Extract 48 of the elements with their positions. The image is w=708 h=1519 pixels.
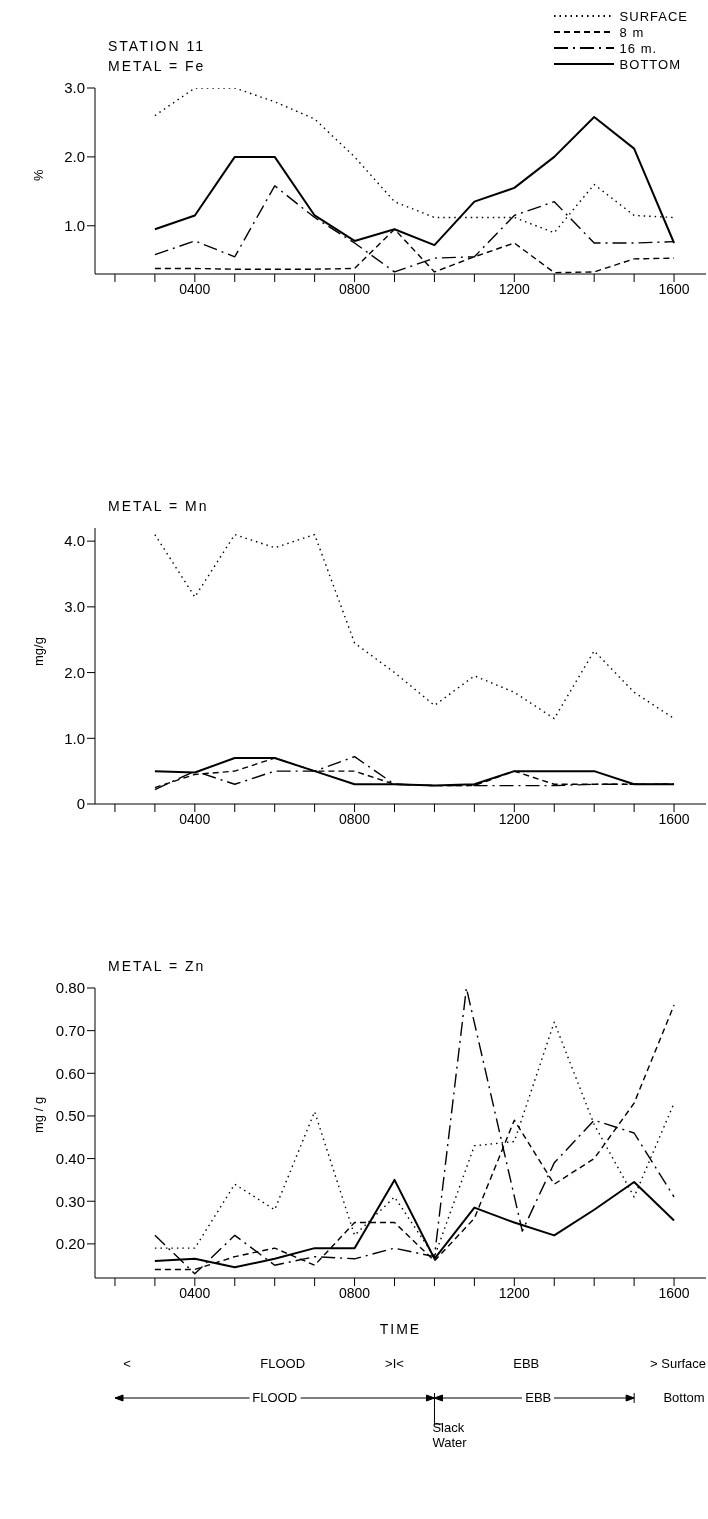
- x-tick-label: 0800: [339, 1284, 371, 1301]
- text: FLOOD: [249, 1390, 301, 1405]
- x-tick-label: 1200: [498, 280, 531, 297]
- y-tick-label: 1.0: [64, 729, 85, 747]
- x-tick-label: 1600: [658, 810, 690, 827]
- text: EBB: [522, 1390, 555, 1405]
- text: FLOOD: [259, 1356, 307, 1371]
- y-tick-label: 1.0: [64, 217, 85, 235]
- legend-label: 16 m.: [619, 40, 658, 56]
- y-axis-title: mg/g: [30, 637, 46, 666]
- y-axis-title: mg / g: [30, 1096, 46, 1133]
- x-tick-label: 1200: [498, 810, 531, 827]
- x-tick-label: 0800: [339, 280, 371, 297]
- text: <: [122, 1356, 132, 1371]
- y-tick-label: 4.0: [64, 532, 85, 550]
- legend-label: SURFACE: [619, 8, 688, 24]
- text: Slack Water: [431, 1420, 468, 1450]
- y-tick-label: 0.80: [55, 979, 85, 997]
- y-axis-title: %: [30, 169, 46, 181]
- legend-label: 8 m: [619, 24, 645, 40]
- text: > Surface: [649, 1356, 708, 1371]
- x-tick-label: 0400: [179, 810, 211, 827]
- chart-title: METAL = Zn: [108, 957, 206, 976]
- text: EBB: [512, 1356, 541, 1371]
- y-tick-label: 0: [76, 795, 85, 813]
- y-tick-label: 0.30: [55, 1192, 85, 1210]
- legend-label: BOTTOM: [619, 56, 681, 72]
- y-tick-label: 2.0: [64, 663, 85, 681]
- chart-title: STATION 11: [108, 37, 206, 56]
- y-tick-label: 2.0: [64, 148, 85, 166]
- y-tick-label: 0.20: [55, 1235, 85, 1253]
- chart-subtitle: METAL = Fe: [108, 57, 206, 76]
- y-tick-label: 0.70: [55, 1021, 85, 1039]
- y-tick-label: 0.60: [55, 1064, 85, 1082]
- x-tick-label: 0800: [339, 810, 371, 827]
- y-tick-label: 3.0: [64, 79, 85, 97]
- text: >I<: [384, 1356, 405, 1371]
- x-tick-label: 0400: [179, 280, 211, 297]
- y-tick-label: 0.50: [55, 1107, 85, 1125]
- x-tick-label: 1200: [498, 1284, 531, 1301]
- y-tick-label: 3.0: [64, 598, 85, 616]
- x-tick-label: 1600: [658, 1284, 690, 1301]
- text: Bottom: [662, 1390, 706, 1405]
- x-tick-label: 0400: [179, 1284, 211, 1301]
- chart-title: METAL = Mn: [108, 497, 209, 516]
- x-tick-label: 1600: [658, 280, 690, 297]
- y-tick-label: 0.40: [55, 1149, 85, 1167]
- x-axis-title: TIME: [379, 1321, 422, 1337]
